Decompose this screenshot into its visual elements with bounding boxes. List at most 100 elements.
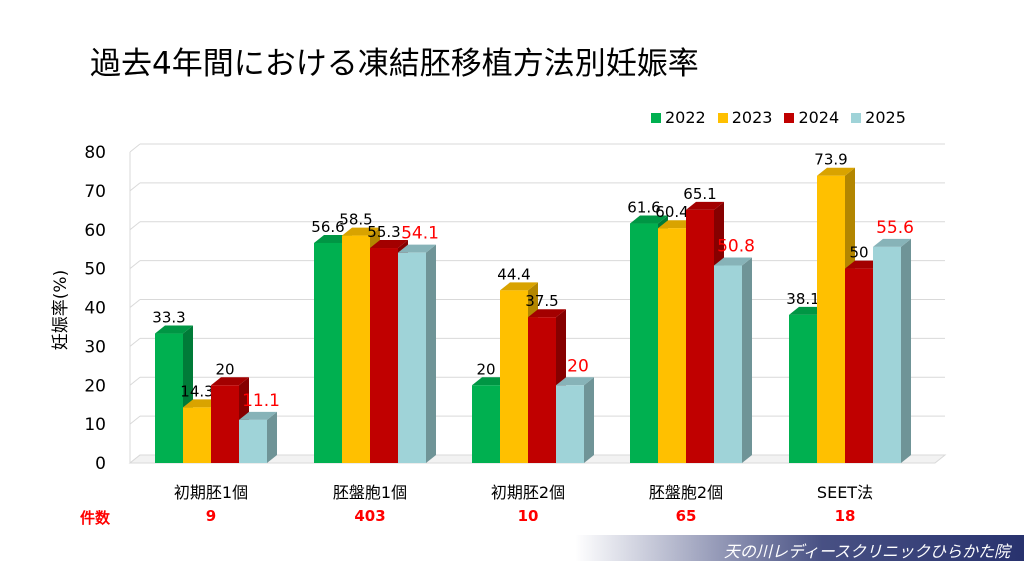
bar-side-2025-3 (742, 257, 752, 463)
count-0: 9 (205, 507, 217, 525)
bar-2023-4 (817, 175, 845, 463)
data-label-2022-2: 20 (476, 360, 495, 378)
bar-2025-2 (556, 385, 584, 463)
data-label-2025-3: 50.8 (717, 237, 755, 257)
bar-top-2022-0 (155, 325, 193, 334)
category-label-2: 初期胚2個 (491, 483, 565, 502)
y-tick-label-5: 50 (84, 260, 106, 280)
legend-item-2023: 2023 (717, 108, 773, 127)
bar-2025-3 (714, 265, 742, 463)
y-tick-label-0: 0 (95, 454, 106, 474)
bar-top-2024-3 (686, 201, 724, 210)
bar-2024-2 (528, 317, 556, 463)
bar-2023-1 (342, 235, 370, 463)
y-tick-label-3: 30 (84, 337, 106, 357)
grid-diagonal-8 (129, 143, 141, 153)
data-label-2024-3: 65.1 (683, 185, 716, 203)
data-label-2024-1: 55.3 (367, 223, 400, 241)
data-label-2023-2: 44.4 (497, 265, 530, 283)
data-label-2023-4: 73.9 (814, 151, 847, 169)
grid-diagonal-2 (129, 376, 141, 386)
y-tick-label-1: 10 (84, 415, 106, 435)
bar-top-2025-3 (714, 257, 752, 266)
bar-2024-3 (686, 209, 714, 463)
bar-side-2025-1 (426, 244, 436, 463)
grid-diagonal-5 (129, 260, 141, 270)
grid-diagonal-6 (129, 221, 141, 231)
data-label-2024-4: 50 (849, 244, 868, 262)
bar-2022-0 (155, 333, 183, 463)
legend-swatch-2023 (717, 112, 728, 123)
legend-swatch-2022 (651, 112, 661, 123)
legend-item-2022: 2022 (651, 108, 706, 127)
y-tick-label-7: 70 (84, 182, 106, 202)
legend-swatch-2025 (851, 112, 862, 123)
count-1: 403 (354, 507, 386, 525)
bar-2024-1 (370, 248, 398, 463)
bar-2024-4 (845, 268, 873, 463)
legend-label-2025: 2025 (865, 108, 906, 127)
grid-diagonal-7 (129, 182, 141, 192)
bar-2022-1 (314, 242, 342, 463)
data-label-2025-0: 11.1 (242, 391, 280, 411)
legend-label-2022: 2022 (665, 108, 706, 127)
data-label-2024-0: 20 (215, 360, 234, 378)
count-2: 10 (517, 507, 539, 525)
bar-2025-4 (873, 246, 901, 463)
grid-diagonal-1 (129, 415, 141, 425)
data-label-2023-1: 58.5 (339, 211, 372, 229)
data-label-2025-4: 55.6 (876, 218, 914, 238)
category-label-0: 初期胚1個 (174, 483, 248, 502)
bar-2022-2 (472, 385, 500, 463)
grid-diagonal-3 (129, 337, 141, 347)
bar-top-2024-2 (528, 309, 566, 318)
y-tick-label-4: 40 (84, 299, 106, 319)
bar-top-2024-1 (370, 240, 408, 249)
bar-side-2025-2 (584, 377, 594, 463)
y-tick-label-8: 80 (84, 143, 106, 163)
data-label-2023-3: 60.4 (655, 203, 688, 221)
chart-title: 過去4年間における凍結胚移植方法別妊娠率 (90, 46, 699, 82)
bar-top-2023-4 (817, 167, 855, 176)
bar-top-2023-2 (500, 282, 538, 291)
legend-label-2023: 2023 (731, 108, 773, 127)
data-label-2022-3: 61.6 (627, 199, 660, 217)
legend-item-2024: 2024 (784, 108, 839, 127)
data-label-2022-0: 33.3 (152, 309, 185, 327)
legend-label-2024: 2024 (798, 108, 840, 127)
count-3: 65 (675, 507, 697, 525)
category-label-1: 胚盤胞1個 (333, 483, 407, 502)
legend: 2022 2023 2024 2025 (651, 108, 906, 127)
counts-label: 件数 (80, 509, 111, 527)
bar-side-2025-4 (901, 238, 911, 463)
data-label-2025-2: 20 (567, 356, 589, 376)
category-label-4: SEET法 (817, 483, 873, 502)
bar-top-2025-1 (398, 244, 436, 253)
data-label-2022-4: 38.1 (786, 290, 819, 308)
data-label-2023-0: 14.3 (180, 382, 213, 400)
bar-top-2025-0 (239, 411, 277, 420)
bar-2023-0 (183, 407, 211, 463)
bar-side-2025-0 (267, 411, 277, 463)
data-label-2025-1: 54.1 (401, 224, 439, 244)
bar-top-2024-0 (211, 377, 249, 386)
legend-item-2025: 2025 (851, 108, 906, 127)
bar-2022-3 (630, 223, 658, 463)
legend-swatch-2024 (784, 112, 795, 123)
bar-top-2025-2 (556, 377, 594, 386)
bar-2022-4 (789, 314, 817, 463)
grid-diagonal-4 (129, 299, 141, 308)
bar-2023-3 (658, 228, 686, 463)
clinic-name: 天の川レディースクリニックひらかた院 (723, 542, 1010, 561)
category-label-3: 胚盤胞2個 (649, 483, 723, 502)
y-tick-label-2: 20 (84, 376, 106, 396)
count-4: 18 (834, 507, 856, 525)
footer-band: 天の川レディースクリニックひらかた院 (575, 535, 1024, 561)
bar-2025-1 (398, 252, 426, 463)
y-tick-label-6: 60 (84, 221, 106, 241)
bar-top-2023-1 (342, 227, 380, 236)
bar-top-2022-3 (630, 215, 668, 224)
y-axis-label: 妊娠率(%) (51, 270, 71, 350)
bar-2024-0 (211, 385, 239, 463)
